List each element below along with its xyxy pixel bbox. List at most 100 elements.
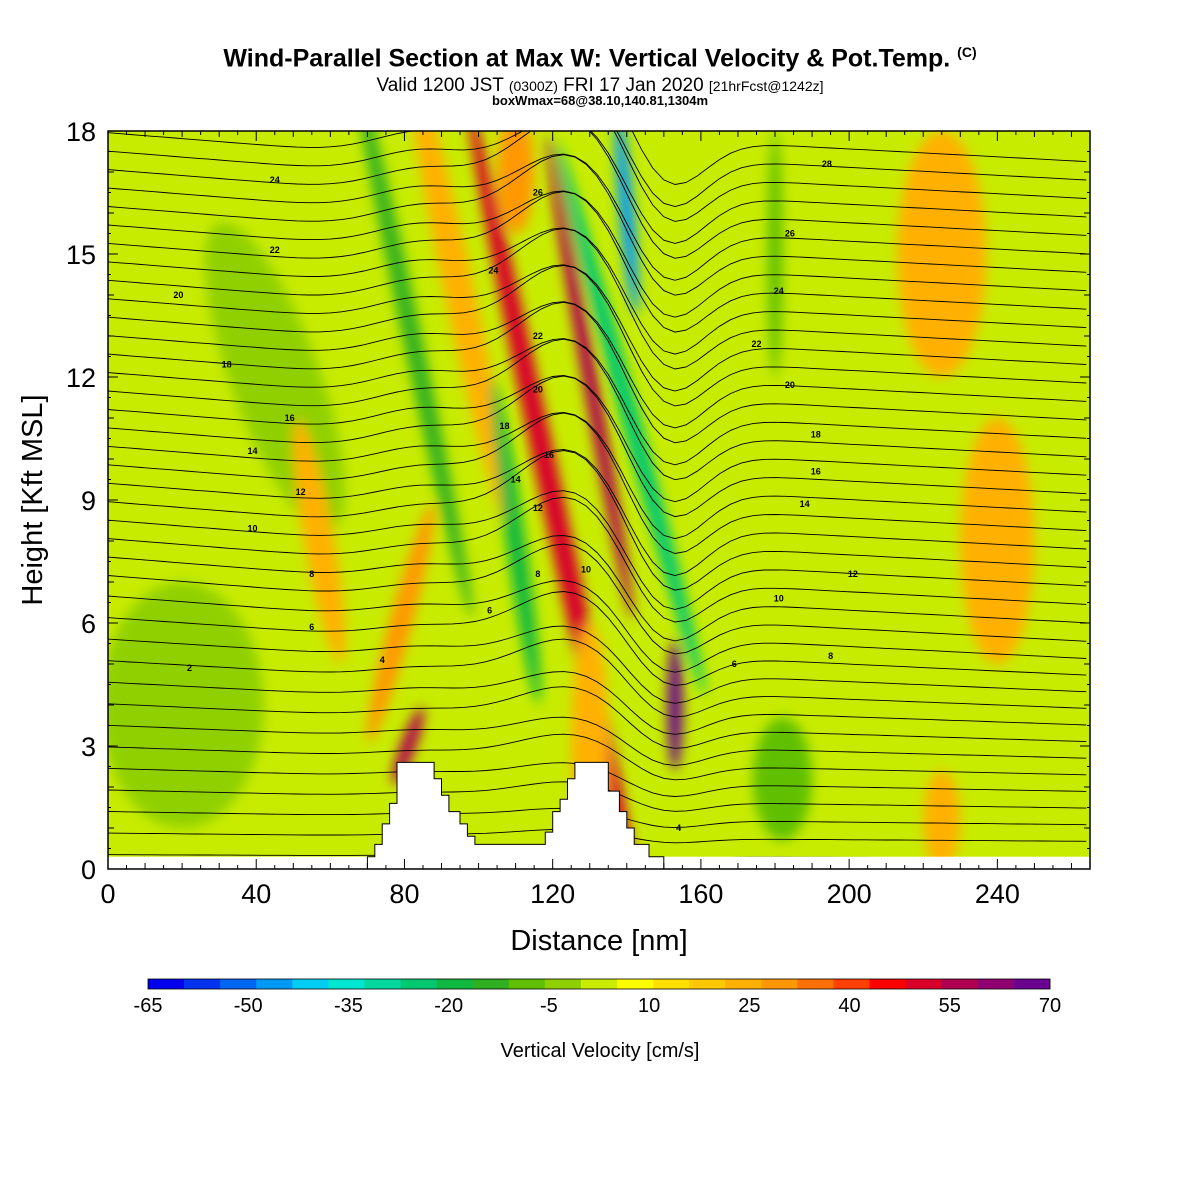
colorbar: -65 -50 -35 -20 -5 10 25 40 55 70 Vertical Velocit… [134,978,1061,1062]
colorbar-swatch [617,979,654,989]
colorbar-tick-label: 10 [638,995,660,1017]
x-tick-label: 80 [389,879,419,909]
contour-label: 14 [800,499,810,509]
colorbar-swatch [184,979,221,989]
valid-prefix: Valid 1200 JST [376,75,504,96]
isentrope-line [108,591,1087,686]
contour-label: 12 [296,487,306,497]
y-tick-label: 6 [81,609,96,639]
isentrope-line [108,153,1087,281]
axes: 0 40 80 120 160 200 240 0 3 6 9 12 15 18 Distance [nm]… [17,117,1091,957]
contour-label: 10 [774,593,784,603]
w-feature-15 [108,582,264,828]
isentrope-line [108,264,1087,392]
isentrope-line [108,450,1087,591]
colorbar-swatch [400,979,437,989]
colorbar-swatch [977,979,1015,989]
colorbar-swatch [689,979,726,989]
copyright-mark: (C) [957,44,977,60]
isentrope-line [108,190,1087,318]
colorbar-swatch [580,979,618,989]
y-tick-label: 0 [81,855,96,885]
y-tick-label: 3 [81,732,96,762]
contour-label: 2 [187,663,192,673]
x-tick-label: 0 [100,879,115,909]
colorbar-swatch [725,979,762,989]
w-feature-10 [491,378,541,704]
colorbar-swatch [472,979,510,989]
isentrope-line [108,580,1087,673]
contour-label: 6 [732,659,737,669]
contour-label: 16 [544,450,554,460]
isentrope-line [108,264,1087,407]
w-feature-4 [667,639,683,771]
isentrope-line [108,496,1087,623]
isentrope-line [616,131,1087,207]
valid-date: FRI 17 Jan 2020 [563,75,704,96]
contour-label: 24 [774,286,784,296]
isentrope-line [108,227,1087,355]
colorbar-tick-label: 40 [838,995,860,1017]
contour-label: 18 [222,360,232,370]
colorbar-tick-label: -5 [540,995,558,1017]
y-tick-label: 9 [81,486,96,516]
isentrope-line [108,412,1087,554]
x-tick-label: 240 [975,879,1020,909]
contour-label: 24 [488,265,498,275]
isentrope-line [108,375,1087,518]
contour-label: 22 [751,339,761,349]
w-feature-7 [406,131,514,536]
colorbar-swatch [220,979,257,989]
colorbar-swatch [544,979,582,989]
contour-label: 8 [828,651,833,661]
plot-area: 2468101214161820222468121416182022242610… [108,131,1090,869]
colorbar-swatch [436,979,474,989]
contour-label: 8 [535,569,540,579]
contour-label: 22 [533,331,543,341]
contour-label: 6 [309,622,314,632]
w-feature-1 [546,134,634,620]
isentrope-line [108,375,1087,503]
contour-label: 22 [270,245,280,255]
contour-label: 4 [676,823,681,833]
w-feature-19 [923,770,961,869]
contour-label: 4 [380,655,385,665]
isentrope-line [108,191,1087,333]
valid-time-line: Valid 1200 JST (0300Z) FRI 17 Jan 2020 [… [0,75,1200,97]
isentrope-line [108,535,1087,642]
contour-label: 12 [533,503,543,513]
isentrope-line [108,543,1087,655]
contour-label: 26 [785,229,795,239]
valid-zulu: (0300Z) [508,78,558,94]
colorbar-tick-label: -20 [434,995,463,1017]
isentrope-line [631,131,1087,185]
contour-label: 18 [499,421,509,431]
y-tick-label: 18 [66,117,96,147]
colorbar-swatch [292,979,329,989]
y-tick-label: 15 [66,240,96,270]
x-tick-label: 160 [678,879,723,909]
w-feature-14 [293,419,346,663]
w-feature-3 [555,140,706,696]
colorbar-tick-label: -35 [334,995,363,1017]
x-tick-label: 120 [530,879,575,909]
terrain [366,761,665,869]
box-info: boxWmax=68@38.10,140.81,1304m [491,93,709,108]
isentrope-line [108,411,1087,540]
contour-label: 20 [533,384,543,394]
contour-label: 20 [785,380,795,390]
w-feature-17 [897,131,987,377]
contour-label: 14 [511,475,521,485]
w-feature-12 [752,717,813,841]
contour-label: 16 [285,413,295,423]
colorbar-tick-label: 70 [1039,995,1061,1017]
colorbar-frame [147,978,1051,990]
isentrope-line [108,131,1087,222]
valid-forecast: [21hrFcst@1242z] [708,78,824,94]
colorbar-tick-label: -65 [134,995,163,1017]
contour-label: 24 [270,175,280,185]
contour-label: 26 [533,188,543,198]
colorbar-swatch [905,979,943,989]
colorbar-swatch [364,979,401,989]
isentrope-line [108,686,1087,749]
